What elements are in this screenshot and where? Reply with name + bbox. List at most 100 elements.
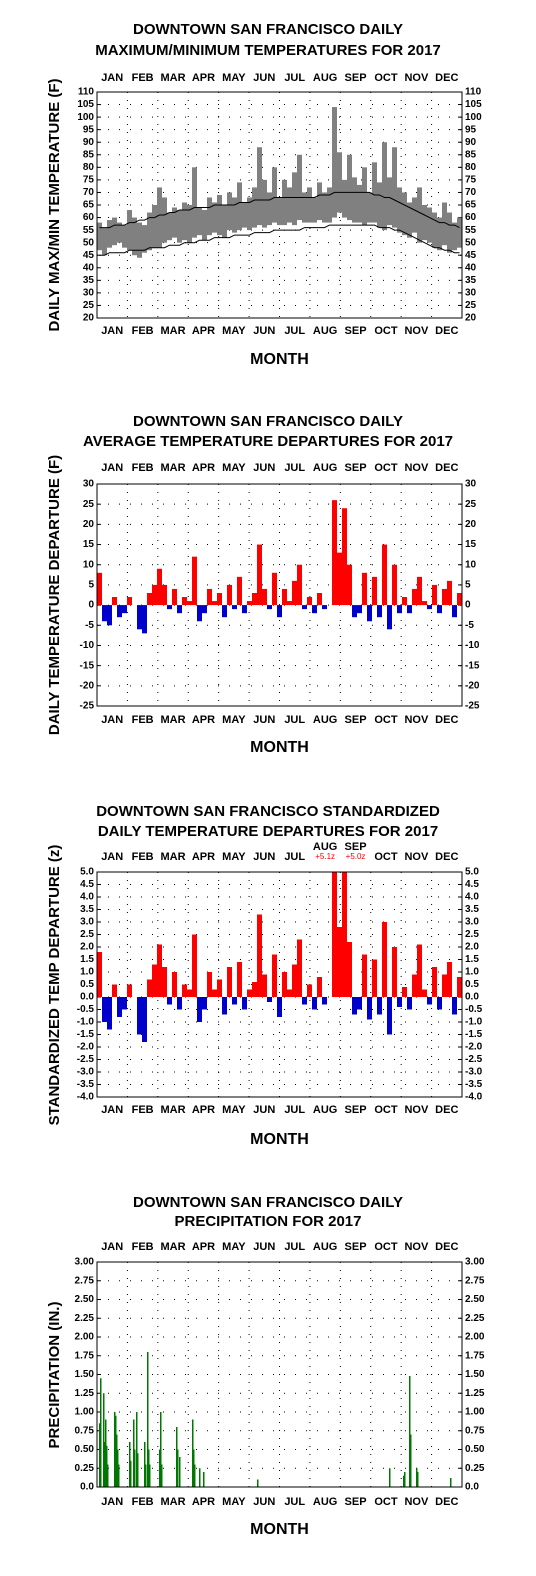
bar <box>277 997 282 1017</box>
month-label-top: AUG <box>313 841 337 853</box>
y-tick-label-left: -4.0 <box>77 1092 95 1103</box>
bar <box>152 584 157 606</box>
bar <box>242 997 247 1010</box>
bar <box>177 1449 179 1487</box>
bar <box>352 997 357 1015</box>
bar <box>317 977 322 997</box>
bar <box>117 605 122 618</box>
y-tick-label-left: 5.0 <box>80 867 94 878</box>
y-tick-label-left: -2.5 <box>77 1054 95 1065</box>
plot-frame <box>96 1261 463 1488</box>
bar <box>176 1427 178 1487</box>
max-min-range <box>242 202 247 228</box>
bar <box>392 947 397 997</box>
bar <box>97 572 102 606</box>
bar <box>412 974 417 997</box>
bar <box>372 576 377 606</box>
chart-title: PRECIPITATION FOR 2017 <box>175 1213 362 1230</box>
y-tick-label-left: 2.50 <box>75 1294 95 1305</box>
bar <box>187 989 192 997</box>
bar <box>133 1419 135 1487</box>
bar <box>203 1472 205 1487</box>
y-tick-label-right: 3.00 <box>465 1257 485 1268</box>
y-tick-label-left: 0 <box>88 600 94 611</box>
month-label-top: JUL <box>284 1241 305 1253</box>
month-label-bottom: JUN <box>253 325 275 337</box>
y-tick-label-left: -0.5 <box>77 1004 95 1015</box>
y-tick-label-right: 0.50 <box>465 1444 485 1455</box>
month-label-bottom: SEP <box>345 1104 367 1116</box>
max-min-range <box>217 194 222 236</box>
month-label-bottom: MAR <box>161 1104 186 1116</box>
bar <box>422 601 427 606</box>
max-min-range <box>262 179 267 228</box>
y-tick-label-left: 95 <box>83 124 95 135</box>
bar <box>452 997 457 1015</box>
bar <box>161 1464 163 1487</box>
month-label-top: NOV <box>404 462 429 474</box>
bar <box>137 605 142 630</box>
max-min-range <box>437 217 442 251</box>
y-tick-label-right: -2.5 <box>465 1054 483 1065</box>
y-tick-label-left: -1.5 <box>77 1029 95 1040</box>
month-label-top: JUN <box>253 1241 275 1253</box>
bar <box>102 605 107 622</box>
bar <box>202 605 207 614</box>
y-tick-label-right: 85 <box>465 149 477 160</box>
bar <box>116 1434 118 1487</box>
max-min-range <box>282 179 287 226</box>
bar <box>142 605 147 634</box>
max-min-range <box>377 182 382 228</box>
bar <box>287 989 292 997</box>
annotation: +5.0z <box>346 852 366 861</box>
y-tick-label-left: 85 <box>83 149 95 160</box>
max-min-range <box>297 154 302 221</box>
y-tick-label-left: 35 <box>83 275 95 286</box>
y-tick-label-right: 2.0 <box>465 942 479 953</box>
bar <box>332 872 337 997</box>
bar <box>107 605 112 626</box>
bar <box>272 572 277 606</box>
bar <box>145 1464 147 1487</box>
y-tick-label-right: 35 <box>465 275 477 286</box>
month-label-top: MAR <box>161 462 186 474</box>
y-tick-label-right: 0.5 <box>465 979 479 990</box>
month-label-top: APR <box>192 462 215 474</box>
y-tick-label-right: 90 <box>465 137 477 148</box>
y-tick-label-left: 1.00 <box>75 1407 95 1418</box>
bar <box>437 997 442 1010</box>
max-min-range <box>407 202 412 238</box>
bar <box>402 597 407 606</box>
bar <box>107 997 112 1030</box>
month-label-top: MAY <box>222 851 246 863</box>
max-min-range <box>372 162 377 223</box>
max-min-range <box>312 197 317 223</box>
max-min-range <box>317 182 322 221</box>
y-tick-label-right: 2.50 <box>465 1294 485 1305</box>
y-tick-label-right: 95 <box>465 124 477 135</box>
max-min-range <box>167 212 172 241</box>
plot-marks <box>97 107 462 258</box>
max-min-range <box>397 187 402 233</box>
bar <box>457 977 462 997</box>
max-min-range <box>117 222 122 243</box>
y-tick-label-left: 90 <box>83 137 95 148</box>
plot-marks <box>97 500 462 634</box>
bar <box>412 588 417 606</box>
bar <box>307 597 312 606</box>
bar <box>197 605 202 622</box>
y-tick-label-left: 55 <box>83 225 95 236</box>
max-min-range <box>112 217 117 246</box>
bar <box>407 605 412 614</box>
y-tick-label-left: 100 <box>77 112 94 123</box>
max-min-range <box>142 225 147 253</box>
bar <box>409 1376 411 1487</box>
y-tick-label-right: 20 <box>465 519 477 530</box>
month-label-top: OCT <box>374 1241 398 1253</box>
bar <box>117 1449 119 1487</box>
bar <box>192 556 197 606</box>
y-tick-label-left: 70 <box>83 187 95 198</box>
bar <box>437 605 442 614</box>
bar <box>194 1464 196 1487</box>
max-min-range <box>442 202 447 246</box>
